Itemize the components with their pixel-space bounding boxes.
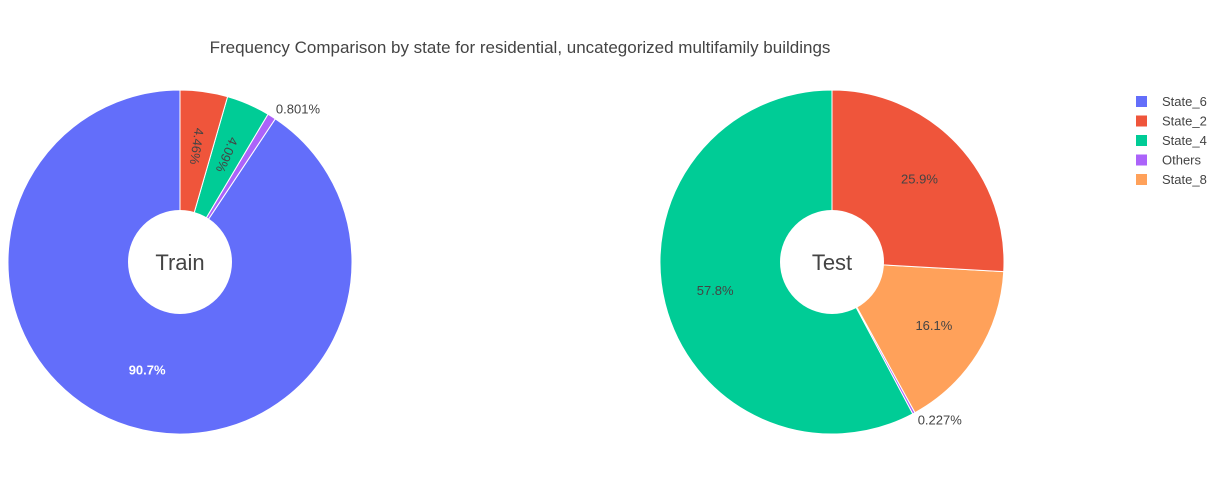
legend-swatch-state-6 — [1136, 96, 1147, 107]
slice-test-state-8[interactable] — [831, 261, 1005, 414]
pies-layer: 90.7%0.801%4.09%4.46%Train57.8%0.227%16.… — [7, 89, 1005, 435]
legend-label-state-4: State_4 — [1162, 133, 1207, 148]
slice-label-test-state-8: 16.1% — [915, 318, 952, 333]
slice-label-train-others: 0.801% — [276, 102, 321, 117]
legend-item-state-2[interactable]: State_2 — [1136, 114, 1207, 129]
slice-test-state-2[interactable] — [831, 89, 1005, 273]
legend-item-state-4[interactable]: State_4 — [1136, 133, 1207, 148]
hole-label-train: Train — [155, 250, 204, 275]
legend-label-state-8: State_8 — [1162, 172, 1207, 187]
pie-hole-train — [128, 210, 232, 314]
legend-item-others[interactable]: Others — [1136, 153, 1202, 168]
legend-swatch-state-2 — [1136, 115, 1147, 127]
slice-label-test-state-2: 25.9% — [901, 171, 938, 186]
legend: State_6 State_2 State_4 Others State_8 — [1136, 94, 1207, 187]
slice-label-test-state-4: 57.8% — [697, 283, 734, 298]
legend-item-state-6[interactable]: State_6 — [1136, 94, 1207, 109]
slice-label-train-state-6: 90.7% — [129, 363, 166, 378]
legend-swatch-state-4 — [1136, 135, 1147, 146]
hole-label-test: Test — [812, 250, 852, 275]
legend-label-others: Others — [1162, 153, 1202, 168]
pie-test: 57.8% 0.227% 16.1% 25.9% Test — [659, 89, 1005, 435]
slice-label-train-state-2: 4.46% — [187, 127, 207, 166]
legend-label-state-6: State_6 — [1162, 94, 1207, 109]
slice-label-test-others: 0.227% — [918, 412, 963, 427]
chart-title: Frequency Comparison by state for reside… — [210, 38, 831, 57]
pie-train: 90.7%0.801%4.09%4.46%Train — [7, 89, 353, 435]
legend-label-state-2: State_2 — [1162, 114, 1207, 129]
legend-swatch-others — [1136, 154, 1147, 166]
legend-item-state-8[interactable]: State_8 — [1136, 172, 1207, 187]
legend-swatch-state-8 — [1136, 174, 1147, 185]
pie-hole-test — [780, 210, 884, 314]
